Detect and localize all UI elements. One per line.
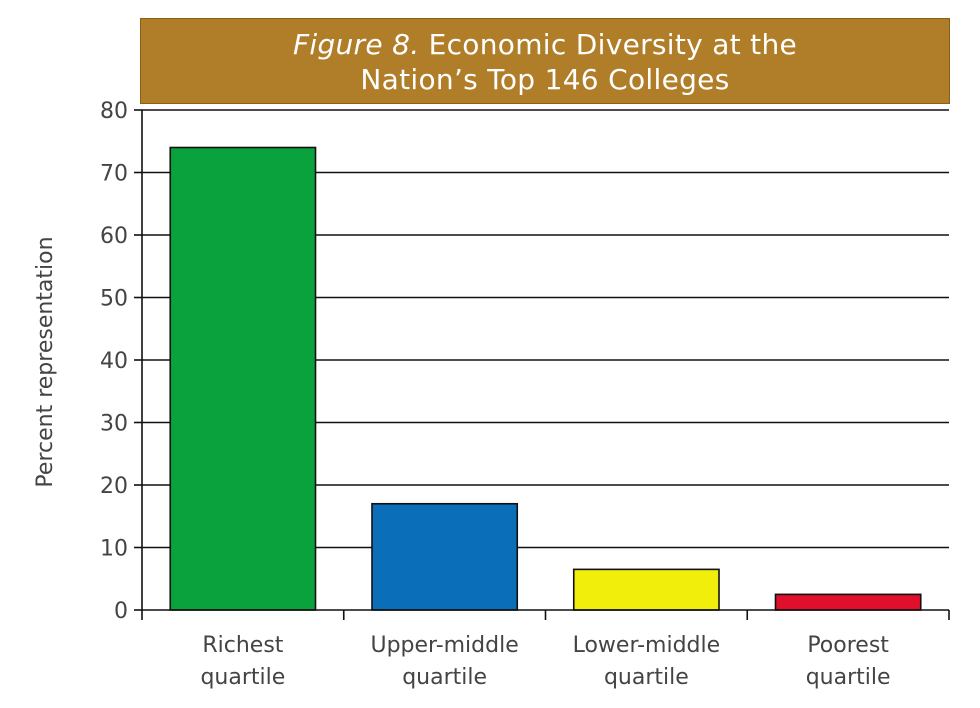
bar-3	[774, 593, 922, 611]
chart-title: Figure 8. Economic Diversity at the Nati…	[140, 18, 950, 104]
y-tick-label-30: 30	[100, 412, 128, 437]
x-category-label-0-0: Richest	[202, 633, 283, 658]
title-line-1: Economic Diversity at the	[428, 28, 798, 61]
y-tick-label-40: 40	[100, 349, 128, 374]
axes	[134, 109, 950, 620]
title-line-2: Nation’s Top 146 Colleges	[360, 63, 730, 96]
y-tick-label-50: 50	[100, 287, 128, 312]
y-tick-labels: 0 10 20 30 40 50 60 70 80	[100, 99, 128, 624]
y-tick-label-80: 80	[100, 99, 128, 124]
y-tick-label-0: 0	[114, 599, 128, 624]
title-prefix: Figure 8.	[292, 28, 420, 61]
x-category-labels: Richest quartile Upper-middle quartile Lower…	[200, 633, 890, 690]
x-category-label-1-1: quartile	[402, 665, 487, 690]
x-category-label-2-1: quartile	[604, 665, 689, 690]
x-category-label-3-0: Poorest	[807, 633, 889, 658]
y-tick-label-10: 10	[100, 537, 128, 562]
x-category-label-1-0: Upper-middle	[370, 633, 518, 658]
x-category-label-0-1: quartile	[200, 665, 285, 690]
bar-0	[169, 146, 317, 611]
x-category-label-2-0: Lower-middle	[573, 633, 721, 658]
y-tick-label-20: 20	[100, 474, 128, 499]
bar-2	[572, 568, 720, 611]
y-tick-label-60: 60	[100, 224, 128, 249]
y-axis-label: Percent representation	[33, 236, 58, 487]
bar-1	[371, 502, 519, 611]
y-tick-label-70: 70	[100, 162, 128, 187]
x-category-label-3-1: quartile	[806, 665, 891, 690]
bars	[169, 146, 922, 611]
